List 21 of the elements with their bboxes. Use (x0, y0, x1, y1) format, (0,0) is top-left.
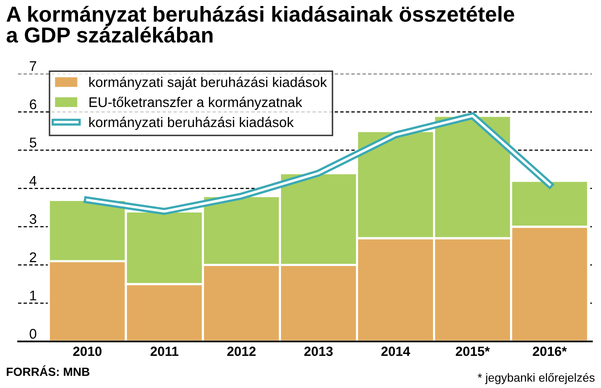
x-tick-label: 2011 (150, 346, 178, 356)
y-tick-label: 0 (30, 328, 36, 339)
y-tick-label: 5 (30, 138, 36, 148)
x-tick-label: 2013 (304, 346, 333, 356)
y-tick-label: 4 (29, 176, 36, 186)
legend-label: kormányzati saját beruházási kiadások (89, 76, 327, 90)
x-tick-label: 2016* (532, 346, 567, 356)
text: * jegybanki előrejelzés (478, 372, 595, 384)
y-tick-label: 1 (30, 290, 36, 300)
y-tick-label: 2 (30, 252, 36, 262)
x-tick-label: 2012 (227, 346, 256, 356)
x-tick-label: 2015* (456, 346, 490, 356)
y-tick-label: 6 (30, 99, 36, 110)
legend-label: kormányzati beruházási kiadások (89, 116, 294, 130)
x-tick-label: 2010 (73, 346, 102, 356)
legend-label: EU-tőketranszfer a kormányzatnak (90, 96, 302, 110)
x-tick-label: 2014 (381, 346, 410, 356)
y-tick-label: 7 (30, 61, 36, 71)
text: FORRÁS: MNB (6, 365, 90, 376)
y-tick-label: 3 (30, 214, 36, 224)
chart-title: A kormányzat beruházási kiadásainak összetétele a GDP százalékában (6, 6, 514, 43)
